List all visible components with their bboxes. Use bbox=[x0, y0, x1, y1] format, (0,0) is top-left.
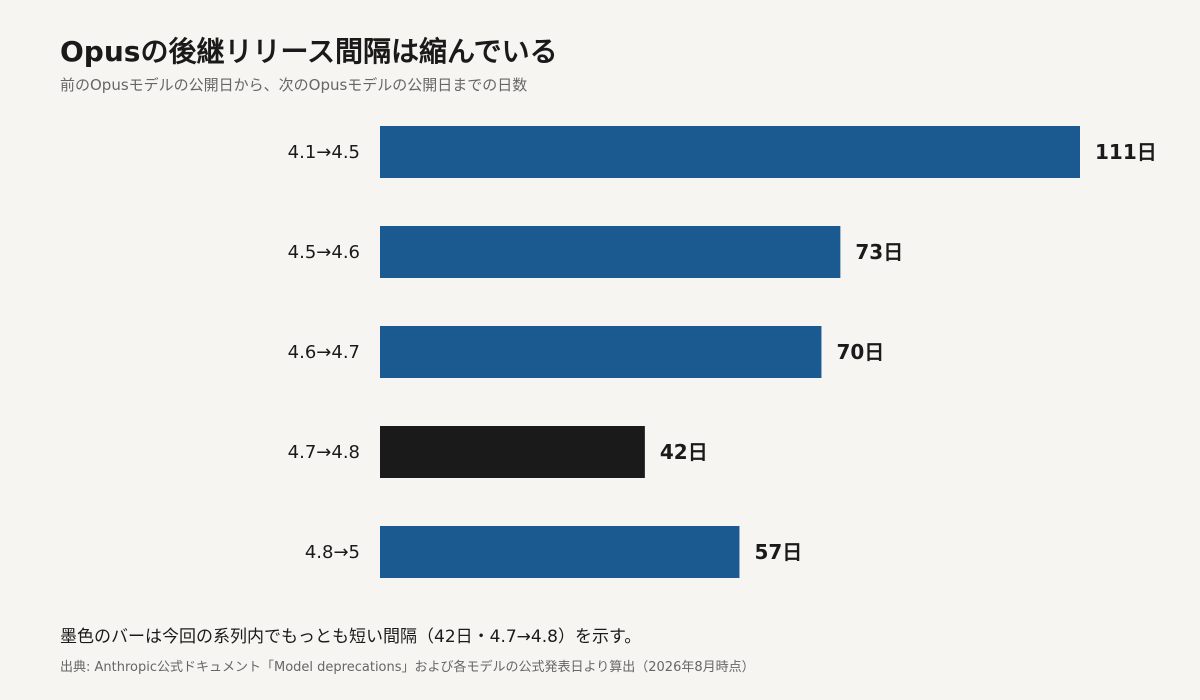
bar bbox=[380, 526, 740, 578]
chart-subtitle: 前のOpusモデルの公開日から、次のOpusモデルの公開日までの日数 bbox=[60, 76, 528, 94]
category-label: 4.5→4.6 bbox=[288, 242, 360, 263]
value-label: 70日 bbox=[836, 340, 884, 364]
bar bbox=[380, 326, 822, 378]
bar bbox=[380, 126, 1080, 178]
chart-note: 墨色のバーは今回の系列内でもっとも短い間隔（42日・4.7→4.8）を示す。 bbox=[60, 627, 642, 647]
category-label: 4.7→4.8 bbox=[288, 442, 360, 463]
value-label: 73日 bbox=[855, 240, 903, 264]
value-label: 57日 bbox=[754, 540, 802, 564]
bar bbox=[380, 426, 645, 478]
category-label: 4.8→5 bbox=[305, 542, 360, 563]
value-label: 111日 bbox=[1095, 140, 1157, 164]
chart-title: Opusの後継リリース間隔は縮んでいる bbox=[60, 35, 558, 68]
value-label: 42日 bbox=[660, 440, 708, 464]
category-label: 4.1→4.5 bbox=[288, 142, 360, 163]
category-label: 4.6→4.7 bbox=[288, 342, 360, 363]
bar bbox=[380, 226, 841, 278]
source-credit: 出典: Anthropic公式ドキュメント「Model deprecations… bbox=[60, 660, 755, 675]
